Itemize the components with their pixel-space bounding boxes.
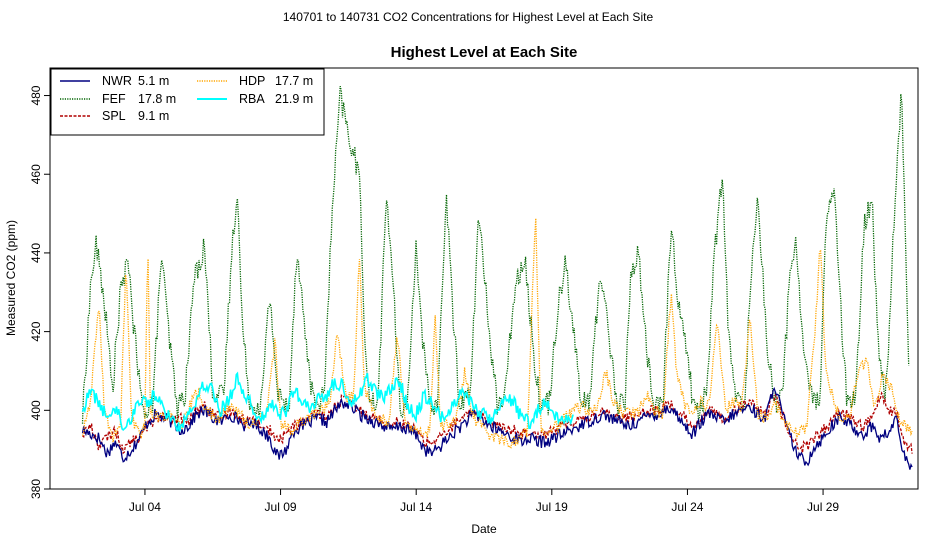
legend-label-spl: SPL [102, 109, 126, 123]
series-line-spl [82, 391, 913, 455]
plot-frame [49, 67, 919, 490]
series-layer [81, 86, 913, 470]
series-line-hdp [81, 218, 913, 449]
legend-height-fef: 17.8 m [138, 92, 176, 106]
legend-label-rba: RBA [239, 92, 265, 106]
legend-height-nwr: 5.1 m [138, 74, 169, 88]
x-axis-label: Date [471, 522, 497, 536]
y-tick-label: 400 [29, 400, 43, 420]
x-tick-label: Jul 24 [671, 500, 703, 514]
legend-label-nwr: NWR [102, 74, 132, 88]
y-tick-label: 460 [29, 164, 43, 184]
series-line-fef [81, 86, 910, 424]
x-tick-label: Jul 29 [807, 500, 839, 514]
y-axis-ticks: 380 400 420 440 460 480 [29, 85, 50, 499]
chart-title: Highest Level at Each Site [391, 44, 578, 61]
y-tick-label: 420 [29, 321, 43, 341]
y-tick-label: 380 [29, 479, 43, 499]
series-line-nwr [81, 386, 913, 470]
y-axis-label: Measured CO2 (ppm) [4, 220, 18, 336]
y-tick-label: 440 [29, 243, 43, 263]
y-tick-label: 480 [29, 85, 43, 105]
x-axis-ticks: Jul 04 Jul 09 Jul 14 Jul 19 Jul 24 Jul 29 [129, 489, 839, 514]
legend-box [50, 68, 325, 136]
legend-height-spl: 9.1 m [138, 109, 169, 123]
legend-height-hdp: 17.7 m [275, 74, 313, 88]
legend-label-fef: FEF [102, 92, 126, 106]
x-tick-label: Jul 09 [265, 500, 297, 514]
x-tick-label: Jul 14 [400, 500, 432, 514]
legend-label-hdp: HDP [239, 74, 265, 88]
x-tick-label: Jul 19 [536, 500, 568, 514]
series-line-rba [81, 371, 574, 432]
x-tick-label: Jul 04 [129, 500, 161, 514]
legend: NWR 5.1 m FEF 17.8 m SPL 9.1 m HDP 17.7 m RBA 21.… [50, 68, 325, 136]
page-title: 140701 to 140731 CO2 Concentrations for … [282, 10, 654, 24]
legend-height-rba: 21.9 m [275, 92, 313, 106]
